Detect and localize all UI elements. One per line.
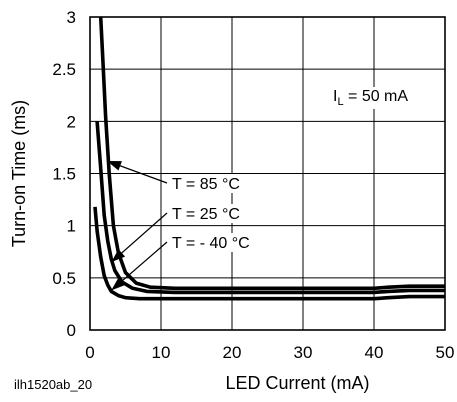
annotation-subscript: L xyxy=(337,96,343,108)
y-tick-label: 1.5 xyxy=(52,165,76,184)
tick-labels: 0 10 20 30 40 50 0 0.5 1 1.5 2 2.5 3 xyxy=(52,8,454,362)
callout-label: T = 25 °C xyxy=(172,206,240,223)
annotation-symbol: I xyxy=(333,88,337,105)
callout-arrowhead xyxy=(111,249,126,263)
callout-label-bg xyxy=(170,233,252,252)
x-tick-label: 50 xyxy=(436,343,455,362)
annotation-value: = 50 mA xyxy=(344,88,409,105)
y-tick-label: 3 xyxy=(67,8,76,27)
callout-label: T = - 40 °C xyxy=(172,235,250,252)
x-tick-label: 0 xyxy=(85,343,94,362)
y-tick-label: 0.5 xyxy=(52,269,76,288)
y-tick-label: 0 xyxy=(67,321,76,340)
figure-id: ilh1520ab_20 xyxy=(14,377,92,392)
y-axis-title: Turn-on Time (ms) xyxy=(9,100,29,247)
series-line xyxy=(98,16,445,291)
x-axis-title: LED Current (mA) xyxy=(225,373,369,393)
callout-label: T = 85 °C xyxy=(172,176,240,193)
series-line xyxy=(95,121,445,295)
callout-arrowhead xyxy=(111,277,126,291)
y-tick-label: 2 xyxy=(67,112,76,131)
x-tick-label: 40 xyxy=(365,343,384,362)
annotation-bg xyxy=(330,87,412,109)
series-layer xyxy=(93,16,445,301)
x-tick-label: 10 xyxy=(152,343,171,362)
grid xyxy=(89,16,446,331)
y-tick-label: 1 xyxy=(67,217,76,236)
x-tick-label: 20 xyxy=(223,343,242,362)
callout-arrowhead xyxy=(107,160,122,171)
callouts: T = 85 °C T = 25 °C T = - 40 °C xyxy=(106,160,252,291)
current-annotation: IL = 50 mA xyxy=(333,88,408,108)
callout-label-bg xyxy=(170,174,242,193)
y-tick-label: 2.5 xyxy=(52,60,76,79)
plot-frame xyxy=(89,16,446,331)
callout-label-bg xyxy=(170,204,242,223)
x-tick-label: 30 xyxy=(294,343,313,362)
series-line xyxy=(93,206,445,301)
